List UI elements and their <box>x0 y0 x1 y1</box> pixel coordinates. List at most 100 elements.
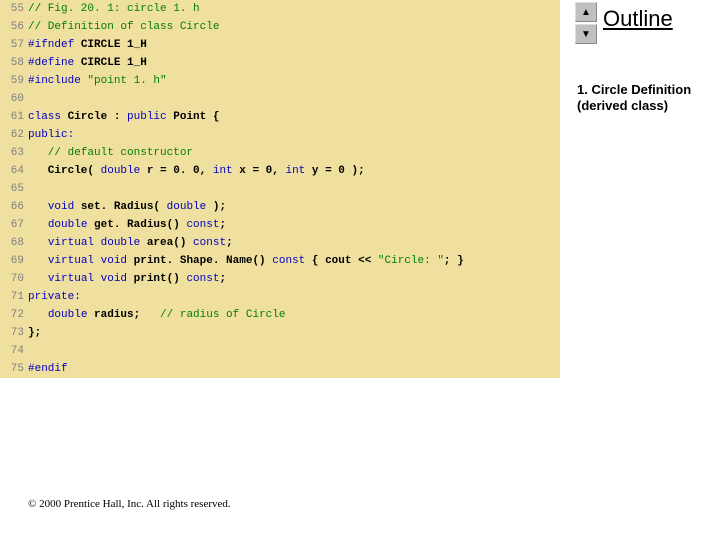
line-number: 74 <box>4 346 28 357</box>
code-line: #ifndef CIRCLE 1_H <box>28 40 147 51</box>
code-token: void <box>48 201 74 213</box>
code-token: const <box>193 237 226 249</box>
code-token: print. Shape. Name() <box>127 255 272 267</box>
code-row: 65 <box>0 180 560 198</box>
code-token <box>28 237 48 249</box>
code-line: virtual double area() const; <box>28 238 233 249</box>
code-token: }; <box>28 327 41 339</box>
line-number: 56 <box>4 22 28 33</box>
code-row: 59#include "point 1. h" <box>0 72 560 90</box>
line-number: 55 <box>4 4 28 15</box>
code-token: #define <box>28 57 74 69</box>
code-token: x = 0, <box>233 165 286 177</box>
code-token: const <box>186 219 219 231</box>
nav-down-button[interactable]: ▼ <box>575 24 597 44</box>
code-row: 58#define CIRCLE 1_H <box>0 54 560 72</box>
code-row: 57#ifndef CIRCLE 1_H <box>0 36 560 54</box>
code-token: "point 1. h" <box>81 75 167 87</box>
outline-title: Outline <box>603 6 673 32</box>
code-token <box>28 255 48 267</box>
code-row: 64 Circle( double r = 0. 0, int x = 0, i… <box>0 162 560 180</box>
code-row: 66 void set. Radius( double ); <box>0 198 560 216</box>
code-line: virtual void print. Shape. Name() const … <box>28 256 464 267</box>
code-row: 63 // default constructor <box>0 144 560 162</box>
code-token: // default constructor <box>28 147 193 159</box>
code-token: print() <box>127 273 186 285</box>
line-number: 68 <box>4 238 28 249</box>
code-token: #ifndef <box>28 39 74 51</box>
code-token: virtual double <box>48 237 140 249</box>
code-token: double <box>48 309 88 321</box>
line-number: 58 <box>4 58 28 69</box>
line-number: 60 <box>4 94 28 105</box>
line-number: 73 <box>4 328 28 339</box>
nav-up-button[interactable]: ▲ <box>575 2 597 22</box>
code-row: 61class Circle : public Point { <box>0 108 560 126</box>
code-token <box>28 309 48 321</box>
code-token: // Fig. 20. 1: circle 1. h <box>28 3 200 15</box>
code-row: 62public: <box>0 126 560 144</box>
code-token: double <box>167 201 207 213</box>
code-row: 75#endif <box>0 360 560 378</box>
code-token: { cout << <box>305 255 378 267</box>
code-line: void set. Radius( double ); <box>28 202 226 213</box>
code-token: // Definition of class Circle <box>28 21 219 33</box>
line-number: 65 <box>4 184 28 195</box>
code-line: double get. Radius() const; <box>28 220 226 231</box>
code-token: CIRCLE 1_H <box>74 39 147 51</box>
code-line: double radius; // radius of Circle <box>28 310 285 321</box>
code-token: radius; <box>87 309 160 321</box>
code-token: CIRCLE 1_H <box>74 57 147 69</box>
code-line: // Fig. 20. 1: circle 1. h <box>28 4 200 15</box>
arrow-up-icon: ▲ <box>581 7 591 18</box>
code-token: double <box>101 165 141 177</box>
code-row: 69 virtual void print. Shape. Name() con… <box>0 252 560 270</box>
code-token: public: <box>28 129 74 141</box>
copyright-text: © 2000 Prentice Hall, Inc. All rights re… <box>28 498 231 510</box>
code-line: class Circle : public Point { <box>28 112 219 123</box>
code-token: area() <box>140 237 193 249</box>
code-token: public <box>127 111 167 123</box>
code-token: const <box>272 255 305 267</box>
code-token <box>28 201 48 213</box>
code-token: "Circle: " <box>378 255 444 267</box>
line-number: 61 <box>4 112 28 123</box>
section-title: 1. Circle Definition <box>577 82 691 97</box>
code-token: virtual void <box>48 255 127 267</box>
arrow-down-icon: ▼ <box>581 29 591 40</box>
code-line: }; <box>28 328 41 339</box>
line-number: 67 <box>4 220 28 231</box>
code-row: 60 <box>0 90 560 108</box>
code-block: 55// Fig. 20. 1: circle 1. h56// Definit… <box>0 0 560 378</box>
code-token: class <box>28 111 68 123</box>
code-row: 73}; <box>0 324 560 342</box>
code-line: private: <box>28 292 81 303</box>
line-number: 62 <box>4 130 28 141</box>
code-token: double <box>48 219 88 231</box>
code-token: virtual void <box>48 273 127 285</box>
code-token: Point { <box>167 111 220 123</box>
code-line: #define CIRCLE 1_H <box>28 58 147 69</box>
code-token: ; <box>219 273 226 285</box>
line-number: 72 <box>4 310 28 321</box>
code-token <box>28 219 48 231</box>
code-line: public: <box>28 130 74 141</box>
code-token: // radius of Circle <box>160 309 285 321</box>
code-token: #endif <box>28 363 68 375</box>
code-token: private: <box>28 291 81 303</box>
code-token: const <box>186 273 219 285</box>
code-token: Circle( <box>28 165 101 177</box>
code-row: 70 virtual void print() const; <box>0 270 560 288</box>
code-row: 74 <box>0 342 560 360</box>
code-line: #include "point 1. h" <box>28 76 167 87</box>
line-number: 66 <box>4 202 28 213</box>
code-token: Circle : <box>68 111 127 123</box>
code-row: 56// Definition of class Circle <box>0 18 560 36</box>
section-subtitle: (derived class) <box>577 98 668 113</box>
code-row: 71private: <box>0 288 560 306</box>
code-token: ; <box>226 237 233 249</box>
line-number: 70 <box>4 274 28 285</box>
code-token: int <box>285 165 305 177</box>
sidebar: ▲ ▼ Outline 1. Circle Definition (derive… <box>575 2 715 48</box>
code-token: int <box>213 165 233 177</box>
